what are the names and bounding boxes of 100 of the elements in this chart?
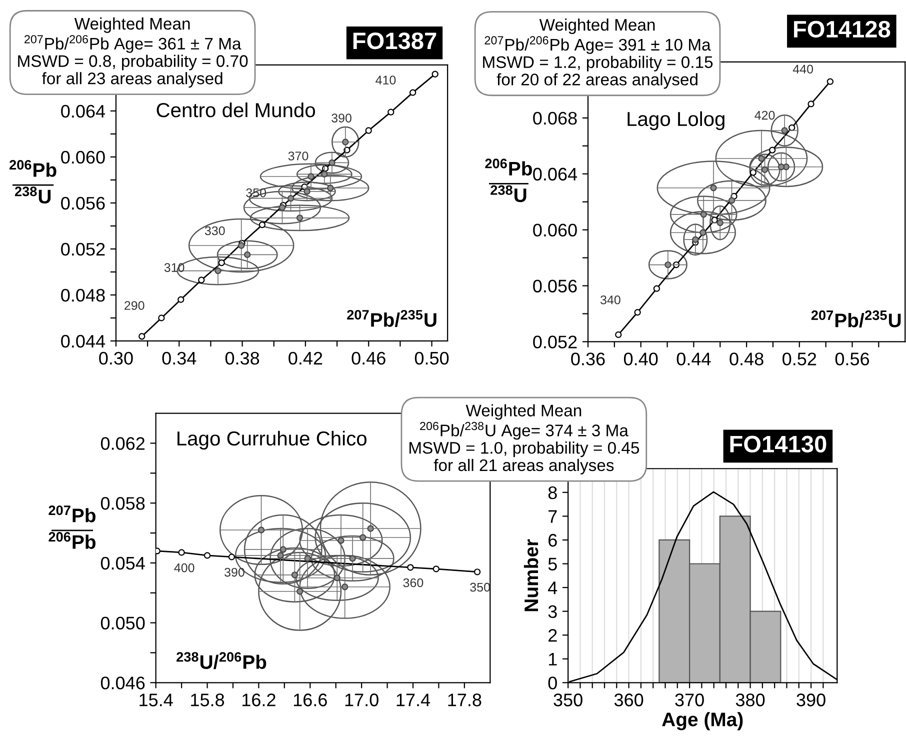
x-tick-label: 16.2 [242, 694, 276, 706]
annotation: 390 [224, 568, 244, 577]
y-tick-label: 0.060 [61, 150, 105, 164]
y-tick-label: 0.058 [100, 497, 145, 510]
chart-title: FO14130 [730, 436, 826, 453]
x-tick-label: 370 [675, 694, 704, 706]
x-tick-label: 17.4 [396, 694, 430, 706]
point [711, 216, 718, 224]
point [291, 572, 298, 578]
x-tick-label: 0.50 [414, 352, 449, 365]
y-tick-label: 8 [548, 486, 557, 500]
point [304, 555, 311, 562]
point [287, 195, 294, 202]
y-tick-label: 0.044 [61, 334, 106, 348]
point [214, 267, 222, 274]
x-axis-title: Age (Ma) [662, 712, 743, 730]
x-tick-label: 0.48 [730, 352, 764, 366]
point [615, 331, 622, 338]
point [228, 554, 236, 560]
x-tick-label: 350 [554, 694, 582, 706]
point [296, 214, 304, 222]
y-tick-label: 0 [548, 676, 557, 690]
point [218, 259, 225, 266]
point [388, 108, 394, 116]
x-axis-title: $^{207}$Pb/$^{235}$U [347, 310, 436, 328]
point [238, 242, 245, 249]
point [321, 170, 328, 178]
chart-title: FO1387 [353, 32, 436, 50]
y-tick-label: 2 [548, 629, 557, 642]
text: Centro del Mundo [156, 102, 316, 118]
annotation: 360 [403, 578, 424, 588]
y-tick-label: 3 [548, 605, 557, 618]
y-tick-label: 0.056 [61, 196, 105, 210]
y-tick-label: 0.052 [533, 336, 577, 348]
x-tick-label: 17.8 [448, 694, 482, 706]
point [327, 184, 334, 192]
point [204, 552, 211, 559]
y-tick-label: 0.046 [100, 676, 145, 690]
annotation: 390 [332, 114, 352, 122]
x-tick-label: 17.0 [345, 694, 378, 706]
point [342, 584, 348, 590]
x-tick-label: 0.38 [225, 352, 260, 365]
point [826, 78, 834, 85]
x-tick-label: 390 [796, 694, 826, 706]
point [258, 526, 265, 534]
point [788, 124, 796, 132]
point [338, 537, 344, 544]
y-tick-label: 0.062 [100, 437, 145, 450]
point [304, 188, 310, 195]
point [808, 100, 814, 108]
point [407, 564, 414, 571]
y-tick-label: 0.052 [61, 242, 105, 256]
point [277, 552, 284, 559]
y-axis-title: $^{207}$Pb $^{206}$Pb [48, 505, 96, 549]
y-tick-label: 0.068 [533, 112, 577, 125]
x-tick-label: 0.42 [288, 352, 322, 365]
point [178, 549, 185, 556]
point [634, 308, 641, 316]
point [409, 89, 416, 96]
x-tick-label: 0.36 [571, 352, 605, 366]
y-tick-label: 0.064 [533, 168, 578, 181]
x-tick-label: 16.6 [294, 694, 327, 706]
point [768, 146, 776, 154]
x-tick-label: 380 [736, 694, 765, 706]
chart-title: FO14128 [794, 20, 890, 38]
x-tick-label: 15.4 [140, 694, 173, 706]
text: Weighted Mean $^{207}$Pb/$^{206}$Pb Age= 361 ± 7 Ma MSWD = 0.8, probability = 0.70 for all 23 areas analysed [18, 17, 248, 88]
y-axis-title: Number [524, 539, 538, 612]
point [432, 70, 438, 78]
x-tick-label: 0.44 [676, 352, 711, 366]
annotation: 440 [792, 64, 814, 74]
y-axis-title: $^{206}$Pb $^{238}$U [485, 158, 532, 202]
annotation: 370 [288, 152, 308, 160]
point [158, 314, 165, 322]
y-tick-label: 0.050 [100, 616, 145, 630]
y-axis-title: $^{206}$Pb $^{238}$U [10, 160, 56, 204]
text: Lago Curruhue Chico [178, 430, 366, 450]
y-tick-label: 0.064 [61, 104, 106, 118]
text: Lago Lolog [628, 111, 724, 130]
point [308, 173, 314, 180]
point [474, 568, 481, 576]
point [278, 204, 286, 211]
point [360, 534, 366, 541]
x-axis-title: $^{238}$U/$^{206}$Pb [176, 652, 266, 670]
point [349, 555, 356, 562]
y-tick-label: 4 [548, 582, 558, 594]
y-tick-label: 0.048 [61, 288, 105, 302]
annotation: 350 [470, 582, 490, 592]
y-tick-label: 0.054 [100, 556, 145, 570]
point [432, 566, 440, 572]
point [244, 251, 251, 258]
point [178, 296, 184, 303]
y-tick-label: 5 [548, 558, 557, 570]
x-tick-label: 0.56 [835, 352, 870, 366]
y-tick-label: 1 [548, 652, 557, 666]
point [365, 127, 372, 134]
point [198, 276, 205, 284]
x-tick-label: 0.30 [99, 352, 133, 365]
annotation: 410 [376, 76, 396, 85]
point [138, 333, 146, 340]
